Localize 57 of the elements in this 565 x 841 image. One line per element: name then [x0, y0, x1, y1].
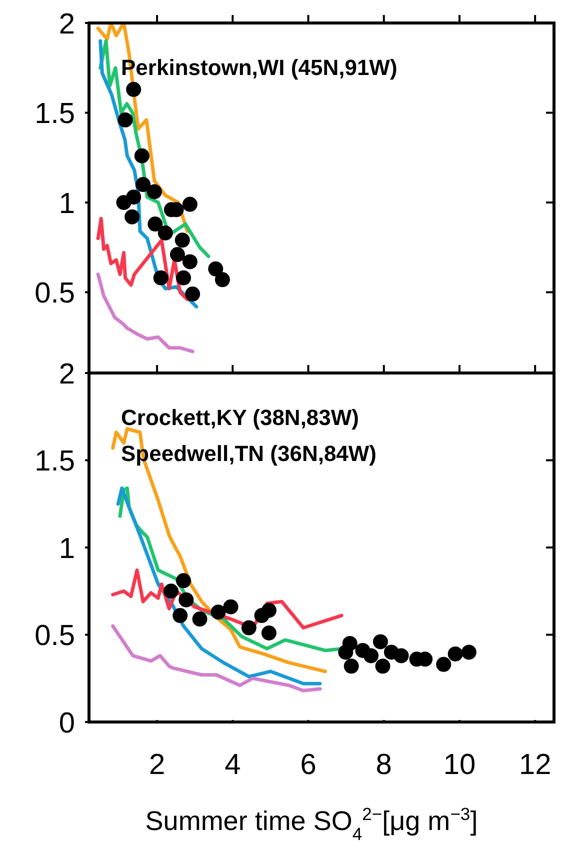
- x-tick-label: 10: [443, 749, 476, 781]
- point: [148, 216, 163, 232]
- point: [208, 261, 224, 276]
- point: [182, 254, 198, 270]
- point: [210, 604, 226, 620]
- point: [375, 658, 390, 674]
- point: [153, 270, 168, 286]
- line-series: [111, 624, 322, 692]
- point: [126, 82, 142, 97]
- point: [118, 112, 133, 128]
- point: [261, 626, 276, 641]
- line-series: [96, 272, 194, 354]
- y-tick-label: 0: [58, 707, 75, 740]
- y-tick-label: 1.5: [34, 446, 75, 478]
- point: [364, 648, 379, 664]
- point: [174, 232, 190, 248]
- point: [182, 196, 198, 212]
- point: [372, 634, 388, 650]
- point: [185, 286, 200, 302]
- x-tick-label: 12: [518, 749, 552, 781]
- x-tick-label: 8: [376, 749, 392, 781]
- point: [436, 656, 452, 672]
- point: [223, 599, 238, 614]
- y-tick-label: 0.5: [34, 278, 75, 310]
- point: [448, 646, 463, 662]
- y-tick-label: 2: [58, 358, 75, 390]
- point: [172, 608, 188, 624]
- point: [164, 584, 179, 599]
- point: [394, 648, 409, 664]
- point: [344, 658, 359, 674]
- point: [170, 247, 185, 262]
- point: [124, 209, 140, 224]
- point: [241, 620, 256, 636]
- x-axis-title: Summer time SO$_{4}$$^{2−}$[μg m$^{−3}$]: [145, 804, 478, 841]
- y-tick-label: 0.5: [34, 620, 75, 652]
- x-tick-label: 6: [300, 749, 316, 781]
- point: [214, 272, 230, 288]
- point: [461, 644, 476, 660]
- x-tick-label: 2: [148, 749, 166, 781]
- point: [178, 592, 194, 608]
- point: [342, 636, 358, 651]
- x-tick-label: 4: [224, 749, 241, 781]
- point: [192, 612, 208, 627]
- annotation: Crockett,KY (38N,83W): [121, 405, 359, 430]
- point: [261, 602, 276, 618]
- line-series: [116, 486, 322, 686]
- point: [176, 270, 192, 286]
- point: [136, 177, 151, 192]
- point: [126, 190, 142, 205]
- y-tick-label: 1: [58, 188, 75, 220]
- point: [146, 184, 162, 200]
- point: [158, 226, 173, 240]
- y-tick-label: 1.5: [34, 98, 75, 130]
- y-tick-label: 2: [58, 8, 75, 40]
- y-tick-label: 1: [58, 532, 75, 565]
- point: [134, 148, 150, 164]
- point: [176, 573, 192, 588]
